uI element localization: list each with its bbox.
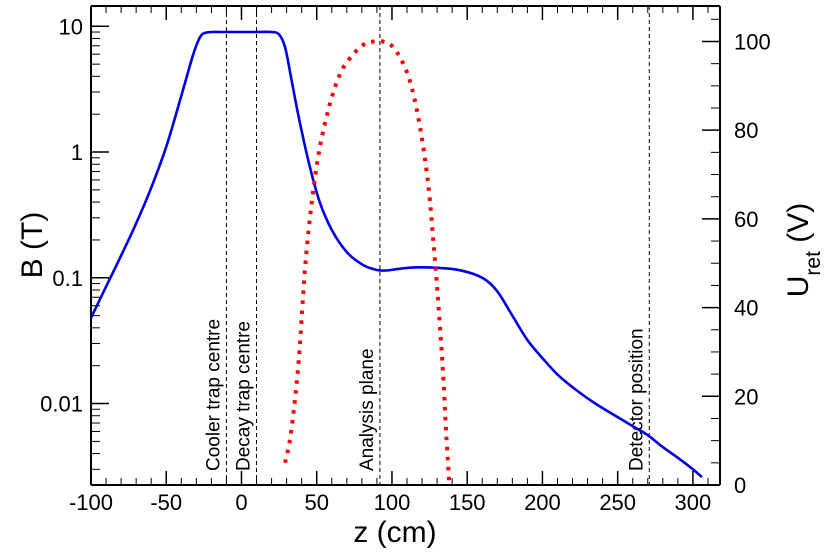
x-tick-label: 300: [675, 490, 712, 515]
y-left-tick-label: 1: [71, 140, 83, 165]
x-tick-label: 100: [374, 490, 411, 515]
marker-label-1: Decay trap centre: [234, 321, 255, 471]
y-right-tick-label: 40: [734, 296, 758, 321]
marker-label-2: Analysis plane: [357, 348, 378, 471]
x-tick-label: 0: [235, 490, 247, 515]
x-tick-label: 50: [304, 490, 328, 515]
tick-labels-layer: -100 -50 0 50 100 150 200 250 300 10 1 0.1 0.01 0 20 40…: [40, 14, 771, 515]
y-right-title-main: U: [782, 276, 815, 298]
y-right-title-unit: (V): [782, 203, 815, 251]
y-right-tick-label: 80: [734, 118, 758, 143]
y-right-axis-title: Uret (V): [782, 203, 825, 298]
y-right-title-sub: ret: [802, 251, 825, 276]
y-left-axis-title: B (T): [16, 212, 49, 279]
x-tick-label: 250: [599, 490, 636, 515]
y-left-tick-label: 0.01: [40, 392, 83, 417]
x-axis-title: z (cm): [353, 516, 436, 549]
x-tick-label: -50: [150, 490, 182, 515]
x-tick-label: 200: [524, 490, 561, 515]
marker-label-0: Cooler trap centre: [203, 319, 224, 471]
y-left-tick-label: 10: [59, 14, 83, 39]
y-right-tick-label: 20: [734, 384, 758, 409]
series-line-b-field: [89, 30, 703, 479]
series-line-u-ret: [283, 39, 452, 481]
y-right-tick-label: 60: [734, 207, 758, 232]
y-right-tick-label: 0: [734, 473, 746, 498]
marker-lines: [225, 6, 650, 485]
x-tick-label: 150: [449, 490, 486, 515]
y-left-tick-label: 0.1: [52, 266, 83, 291]
ticks-layer: [90, 6, 720, 486]
x-tick-label: -100: [69, 490, 113, 515]
marker-labels: Cooler trap centre Decay trap centre Analy…: [203, 319, 647, 471]
series-layer: [89, 30, 703, 481]
y-right-tick-label: 100: [734, 29, 771, 54]
marker-label-3: Detector position: [626, 328, 647, 471]
